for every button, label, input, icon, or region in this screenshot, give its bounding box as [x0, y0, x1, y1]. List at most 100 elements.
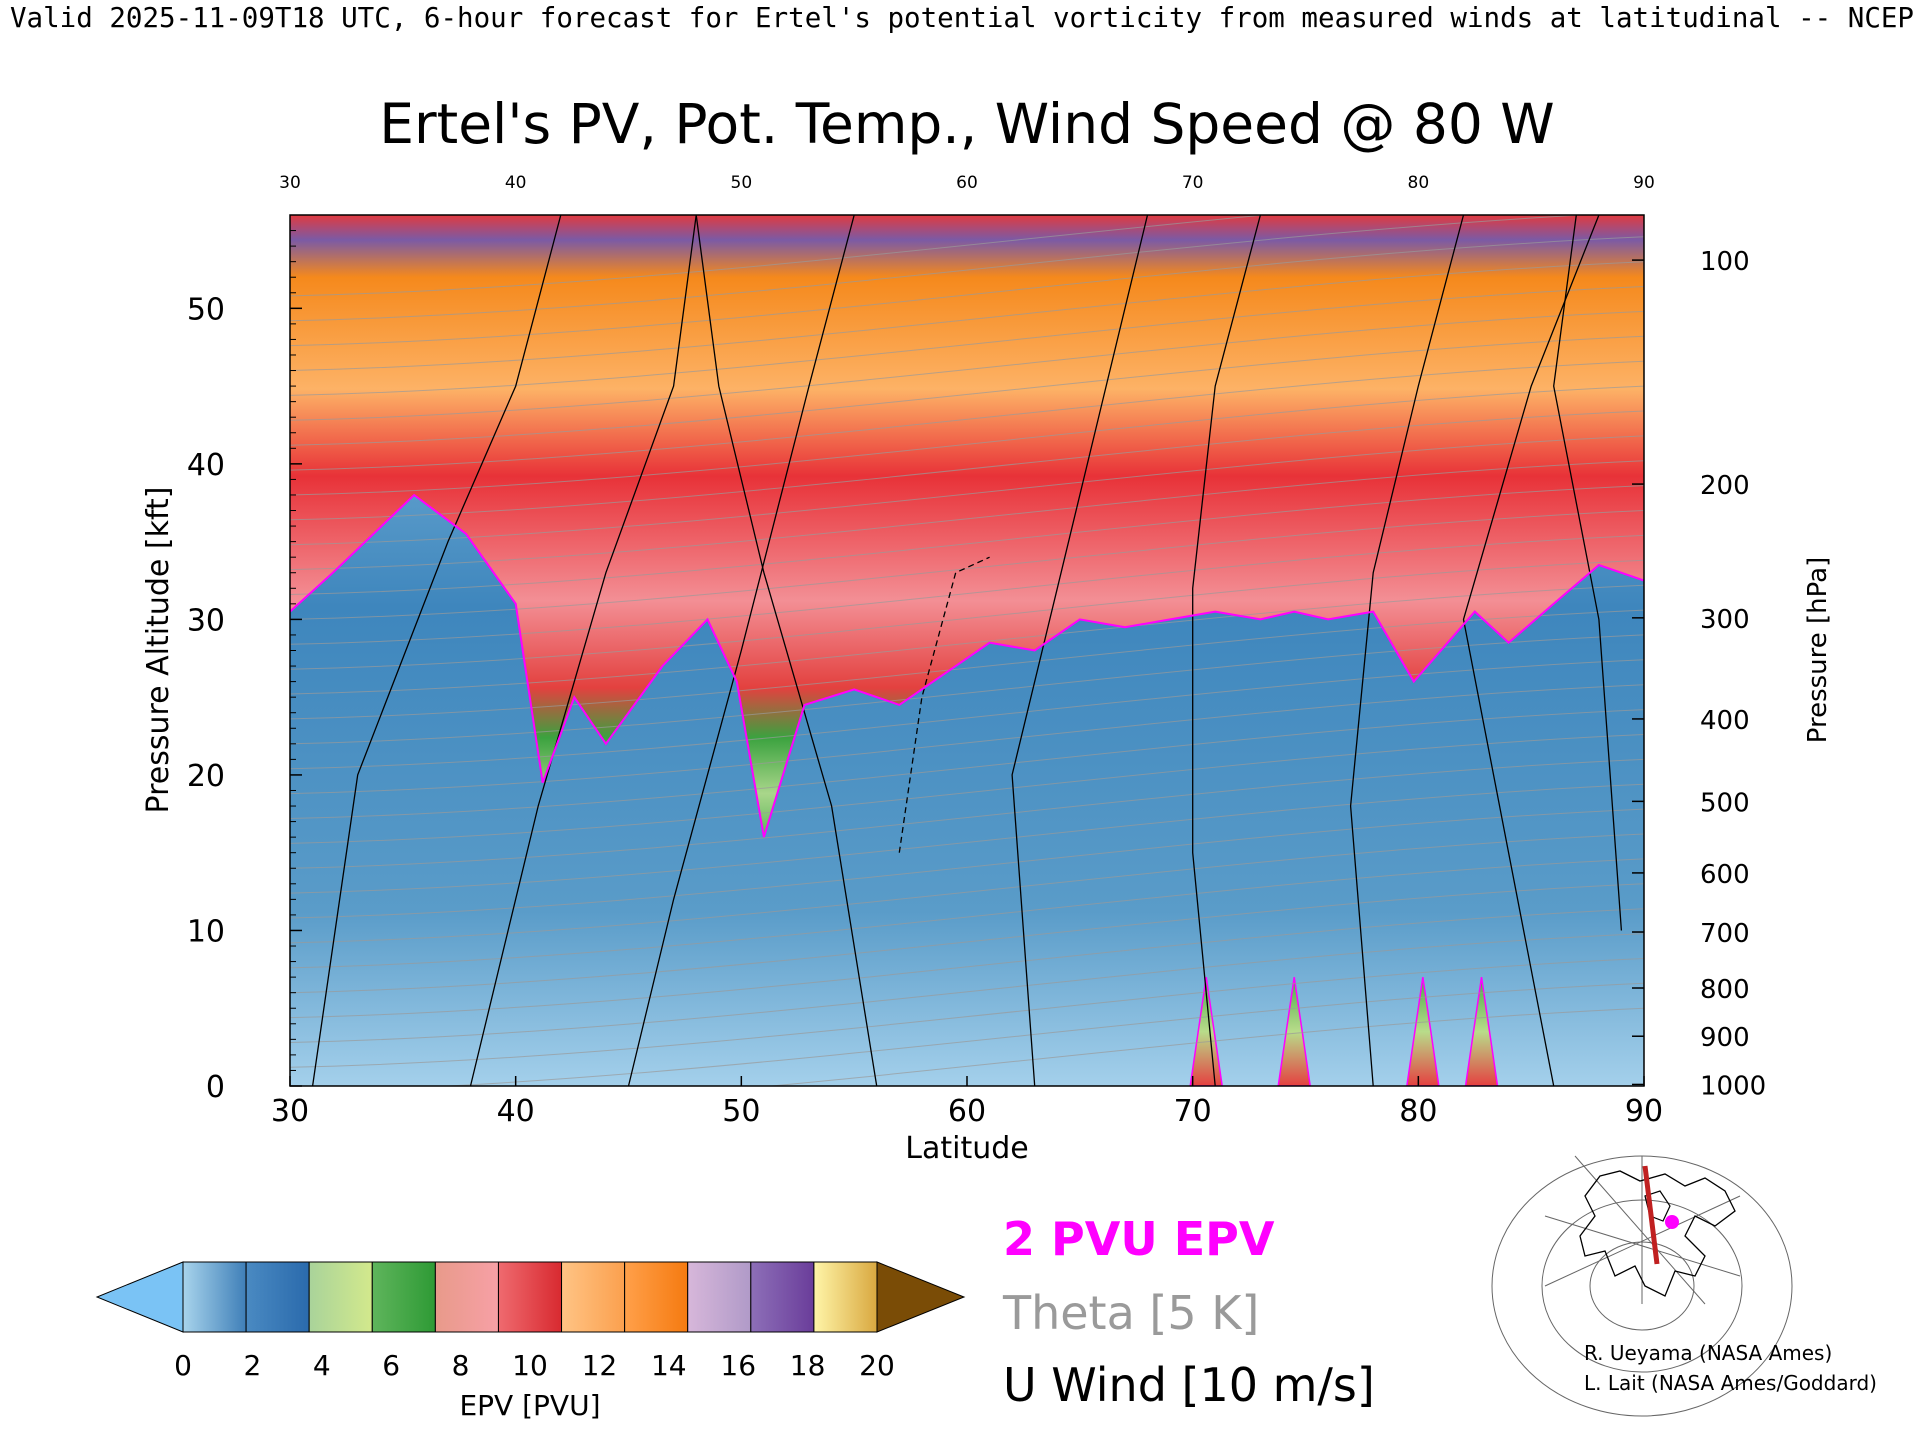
- legend-wind: U Wind [10 m/s]: [1003, 1358, 1375, 1412]
- colorbar-band: [624, 1261, 689, 1333]
- stratosphere-field: [290, 215, 1644, 838]
- theta-contour: [290, 510, 1644, 620]
- pressure-tick-label: 100: [1700, 247, 1750, 277]
- colorbar-label: EPV [PVU]: [459, 1389, 600, 1422]
- colorbar-tick-label: 12: [582, 1349, 618, 1382]
- theta-contour: [290, 310, 1644, 421]
- theta-contour: [290, 435, 1644, 546]
- top-x-tick-label: 40: [505, 173, 527, 193]
- theta-contour: [290, 758, 1644, 869]
- theta-contour: [290, 609, 1644, 720]
- u-wind-contour: [1192, 215, 1262, 1086]
- u-wind-contour: [1553, 215, 1623, 931]
- x-tick-label: 80: [1399, 1094, 1437, 1129]
- theta-contour: [290, 236, 1644, 347]
- pv-2pvu-contour: [290, 493, 1644, 838]
- theta-contours: [290, 215, 1644, 1086]
- x-tick-label: 30: [271, 1094, 309, 1129]
- colorbar-over-arrow: [876, 1261, 966, 1333]
- x-axis-label: Latitude: [905, 1131, 1028, 1166]
- theta-contour: [290, 335, 1644, 446]
- colorbar-band: [308, 1261, 373, 1333]
- colorbar-tick-label: 2: [243, 1349, 261, 1382]
- surface-pv-spike: [1406, 977, 1440, 1086]
- u-wind-contour: [311, 215, 562, 1086]
- x-axis-top: 30 40 50 60 70 80 90: [279, 173, 1655, 193]
- credit-line-2: L. Lait (NASA Ames/Goddard): [1584, 1371, 1877, 1395]
- colorbar-band: [245, 1261, 310, 1333]
- valid-time-header: Valid 2025-11-09T18 UTC, 6-hour forecast…: [0, 2, 1920, 34]
- theta-contour: [290, 783, 1644, 894]
- top-x-tick-label: 50: [731, 173, 753, 193]
- y-axis-left: 0 10 20 30 40 50: [187, 230, 302, 1105]
- pressure-tick-label: 900: [1700, 1023, 1750, 1053]
- theta-contour: [290, 559, 1644, 670]
- surface-pv-spike: [1189, 977, 1223, 1086]
- colorbar-tick-label: 0: [174, 1349, 192, 1382]
- theta-contour: [440, 982, 1644, 1086]
- epv-colorbar: 0 2 4 6 8 10 12 14 16 18 20 EPV [PVU]: [95, 1261, 966, 1422]
- u-wind-contour: [469, 215, 697, 1086]
- chart-title: Ertel's PV, Pot. Temp., Wind Speed @ 80 …: [379, 92, 1554, 156]
- theta-contour: [290, 883, 1644, 994]
- colorbar-band: [182, 1261, 247, 1333]
- stratosphere-region: [290, 215, 1644, 838]
- u-wind-contours: [311, 215, 1623, 1086]
- theta-contour: [290, 360, 1644, 471]
- colorbar-band: [371, 1261, 436, 1333]
- colorbar-tick-label: 4: [313, 1349, 331, 1382]
- colorbar-band: [687, 1261, 752, 1333]
- y-tick-label: 10: [187, 914, 225, 949]
- pressure-tick-label: 500: [1700, 788, 1750, 818]
- theta-contour: [290, 684, 1644, 795]
- colorbar-tick-label: 16: [720, 1349, 756, 1382]
- top-x-tick-label: 60: [956, 173, 978, 193]
- x-tick-label: 70: [1174, 1094, 1212, 1129]
- colorbar-ticks: 0 2 4 6 8 10 12 14 16 18 20: [174, 1349, 895, 1382]
- theta-contour: [290, 709, 1644, 819]
- theta-contour: [290, 659, 1644, 770]
- x-tick-label: 40: [497, 1094, 535, 1129]
- pressure-tick-label: 1000: [1700, 1071, 1766, 1101]
- surface-pv-spike: [1277, 977, 1311, 1086]
- theta-contour: [290, 908, 1644, 1019]
- colorbar-tick-label: 8: [452, 1349, 470, 1382]
- y-tick-label: 40: [187, 448, 225, 483]
- pressure-tick-label: 700: [1700, 919, 1750, 949]
- pressure-tick-label: 400: [1700, 706, 1750, 736]
- x-axis-bottom: 30 40 50 60 70 80 90: [271, 1076, 1663, 1129]
- theta-contour: [290, 460, 1644, 571]
- colorbar-band: [813, 1261, 878, 1333]
- theta-contour: [290, 833, 1644, 944]
- colorbar-band: [750, 1261, 815, 1333]
- colorbar-tick-label: 20: [859, 1349, 895, 1382]
- theta-contour: [290, 808, 1644, 919]
- colorbar-tick-label: 6: [382, 1349, 400, 1382]
- theta-contour: [290, 261, 1644, 371]
- theta-contour: [290, 933, 1644, 1043]
- u-wind-contour: [1011, 215, 1149, 1086]
- u-wind-negative-contour: [898, 556, 990, 853]
- locator-map: [1491, 1155, 1793, 1417]
- plot-area: [290, 215, 1644, 1086]
- valid-time-text: Valid 2025-11-09T18 UTC, 6-hour forecast…: [10, 2, 1914, 34]
- colorbar-band: [561, 1261, 626, 1333]
- colorbar-under-arrow: [95, 1261, 184, 1333]
- colorbar-tick-label: 18: [790, 1349, 826, 1382]
- top-x-tick-label: 30: [279, 173, 301, 193]
- pressure-tick-label: 300: [1700, 605, 1750, 635]
- theta-contour: [290, 485, 1644, 595]
- theta-contour: [290, 858, 1644, 969]
- x-tick-label: 60: [948, 1094, 986, 1129]
- u-wind-contour: [695, 215, 878, 1086]
- x-tick-label: 50: [722, 1094, 760, 1129]
- u-wind-contour: [627, 215, 855, 1086]
- y2-axis-label: Pressure [hPa]: [1803, 557, 1833, 744]
- theta-contour: [766, 1007, 1644, 1086]
- credits: R. Ueyama (NASA Ames) L. Lait (NASA Ames…: [1584, 1338, 1877, 1398]
- colorbar-band: [434, 1261, 499, 1333]
- theta-contour: [290, 410, 1644, 521]
- theta-contour: [290, 534, 1644, 645]
- surface-pv-spike: [1464, 977, 1499, 1086]
- y-axis-label: Pressure Altitude [kft]: [141, 487, 176, 814]
